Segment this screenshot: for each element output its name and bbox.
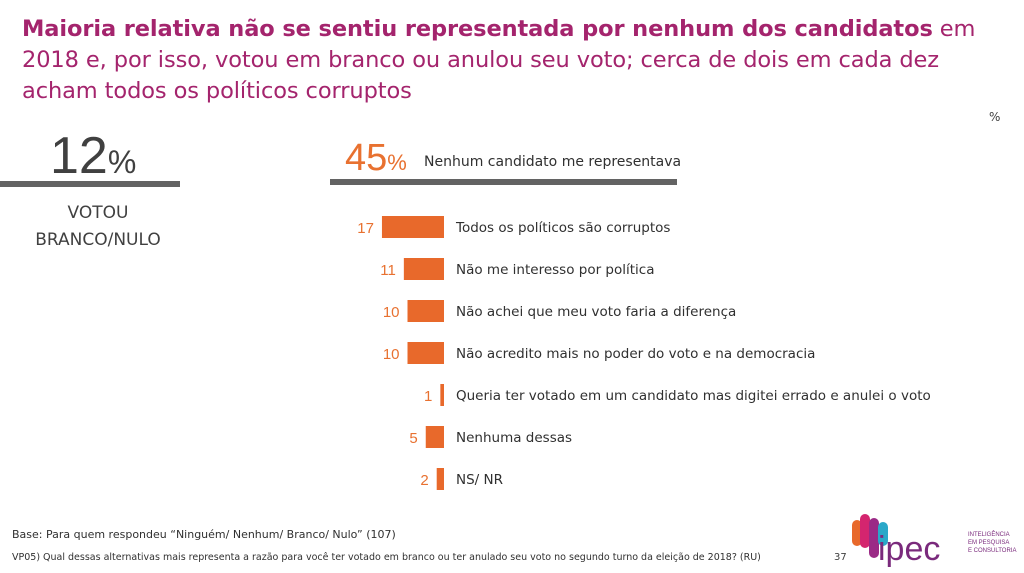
unit-symbol: % [989, 110, 1001, 124]
bar-value-0: 17 [357, 220, 374, 237]
title-line3: acham todos os políticos corruptos [22, 78, 412, 104]
bar-5 [425, 426, 444, 448]
logo-tagline-1: INTELIGÊNCIA [968, 530, 1010, 538]
bar-label-3: Não acredito mais no poder do voto e na … [456, 346, 815, 362]
bar-label-1: Não me interesso por política [456, 262, 655, 278]
bar-label-5: Nenhuma dessas [456, 430, 572, 446]
bar-value-4: 1 [424, 388, 432, 405]
bar-value-5: 5 [409, 430, 417, 447]
mid-stat-pct: % [387, 150, 407, 175]
left-stat-label: VOTOU BRANCO/NULO [0, 200, 196, 254]
bar-label-4: Queria ter votado em um candidato mas di… [456, 388, 931, 404]
logo-tagline-3: E CONSULTORIA [968, 548, 1016, 554]
bar-label-0: Todos os políticos são corruptos [455, 220, 670, 236]
left-stat-label-line2: BRANCO/NULO [35, 230, 161, 250]
bar-4 [440, 384, 444, 406]
page-number: 37 [834, 552, 847, 563]
title-line2: 2018 e, por isso, votou em branco ou anu… [22, 47, 939, 73]
bar-value-3: 10 [383, 346, 400, 363]
left-stat-value: 12% [50, 128, 136, 190]
title-rest: em [932, 16, 976, 42]
bar-value-1: 11 [380, 262, 396, 279]
bar-2 [407, 300, 444, 322]
mid-stat-number: 45 [345, 137, 388, 179]
title-bold: Maioria relativa não se sentiu represent… [22, 16, 933, 42]
bar-1 [403, 258, 444, 280]
bar-value-6: 2 [420, 472, 428, 489]
bar-value-2: 10 [383, 304, 400, 321]
mid-stat-label: Nenhum candidato me representava [424, 154, 682, 170]
bar-label-6: NS/ NR [456, 472, 503, 488]
ipec-logo: ipec INTELIGÊNCIA EM PESQUISA E CONSULTO… [852, 514, 1016, 568]
left-stat-number: 12 [50, 127, 108, 185]
logo-wordmark: ipec [878, 530, 940, 568]
bar-6 [436, 468, 444, 490]
left-stat-underline [0, 181, 180, 187]
mid-stat-value: 45% [345, 137, 407, 184]
bar-3 [407, 342, 444, 364]
page-title: Maioria relativa não se sentiu represent… [22, 14, 982, 107]
mid-stat-underline [330, 179, 677, 185]
left-stat-pct: % [107, 144, 137, 180]
left-stat-label-line1: VOTOU [67, 203, 129, 223]
bar-label-2: Não achei que meu voto faria a diferença [456, 304, 736, 320]
footer-question: VP05) Qual dessas alternativas mais repr… [12, 552, 761, 563]
footer-base: Base: Para quem respondeu “Ninguém/ Nenh… [12, 528, 396, 541]
logo-tagline-2: EM PESQUISA [968, 540, 1009, 546]
bar-0 [381, 216, 444, 238]
